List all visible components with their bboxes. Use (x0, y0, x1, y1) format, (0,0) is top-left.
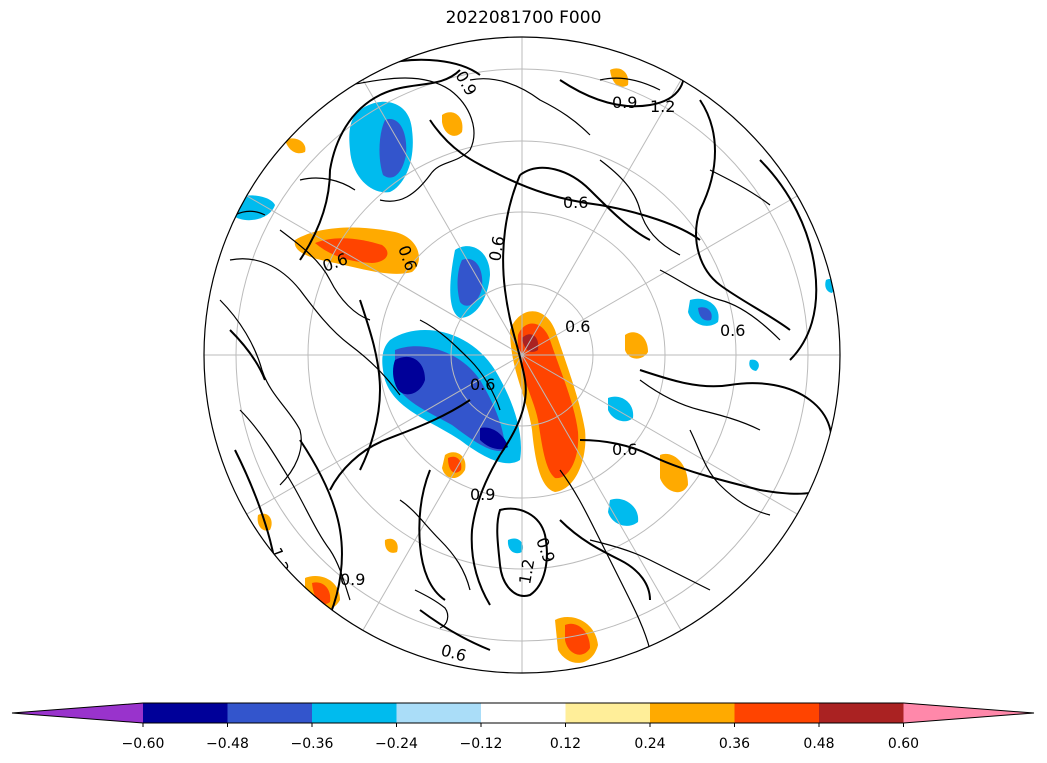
contour-label: 1.2 (515, 557, 538, 585)
colorbar-tick-label: 0.36 (719, 736, 750, 752)
contour-label: 0.9 (612, 93, 637, 112)
contour-lines (229, 58, 833, 651)
contour-label: 0.6 (485, 234, 508, 262)
contour-label: 0.6 (565, 317, 590, 336)
colorbar-segment (481, 703, 566, 723)
colorbar-tick-label: −0.24 (375, 736, 418, 752)
colorbar-tick-label: −0.12 (460, 736, 503, 752)
colorbar-segment (650, 703, 735, 723)
colorbar-tick-label: −0.60 (122, 736, 165, 752)
colorbar-segment (227, 703, 312, 723)
coastlines (219, 77, 781, 651)
map-boundary (203, 36, 841, 674)
colorbar-segment (143, 703, 228, 723)
contour-label: 0.6 (612, 440, 637, 459)
colorbar-tick-label: −0.36 (291, 736, 334, 752)
colorbar-segments (11, 702, 1035, 724)
colorbar-ticks: −0.60 −0.48 −0.36 −0.24 −0.12 0.12 0.24 0.36 0.4… (122, 723, 919, 752)
colorbar-segment (819, 703, 904, 723)
graticule (204, 37, 840, 673)
contour-label: 0.9 (340, 570, 365, 589)
colorbar-tick-label: −0.48 (206, 736, 249, 752)
colorbar-tick-label: 0.24 (634, 736, 665, 752)
colorbar-segment (396, 703, 481, 723)
contour-label: 0.9 (470, 485, 495, 504)
polar-map: 0.6 0.6 0.6 0.6 0.6 0.6 0.6 0.6 0.9 0.9 … (203, 36, 841, 674)
colorbar-tick-label: 0.60 (888, 736, 919, 752)
plot-title: 2022081700 F000 (445, 8, 602, 28)
colorbar-extend-max (903, 703, 1034, 723)
colorbar-extend-min (12, 703, 143, 723)
contour-label: 1.2 (650, 97, 675, 116)
colorbar-tick-label: 0.12 (550, 736, 581, 752)
colorbar-tick-label: 0.48 (803, 736, 834, 752)
colorbar-segment (565, 703, 650, 723)
colorbar-outline (11, 702, 1035, 724)
contour-label: 0.6 (470, 375, 495, 394)
contour-label: 0.6 (563, 193, 588, 212)
colorbar-segment (312, 703, 397, 723)
colorbar-segment (734, 703, 819, 723)
contour-label: 0.6 (720, 321, 745, 340)
